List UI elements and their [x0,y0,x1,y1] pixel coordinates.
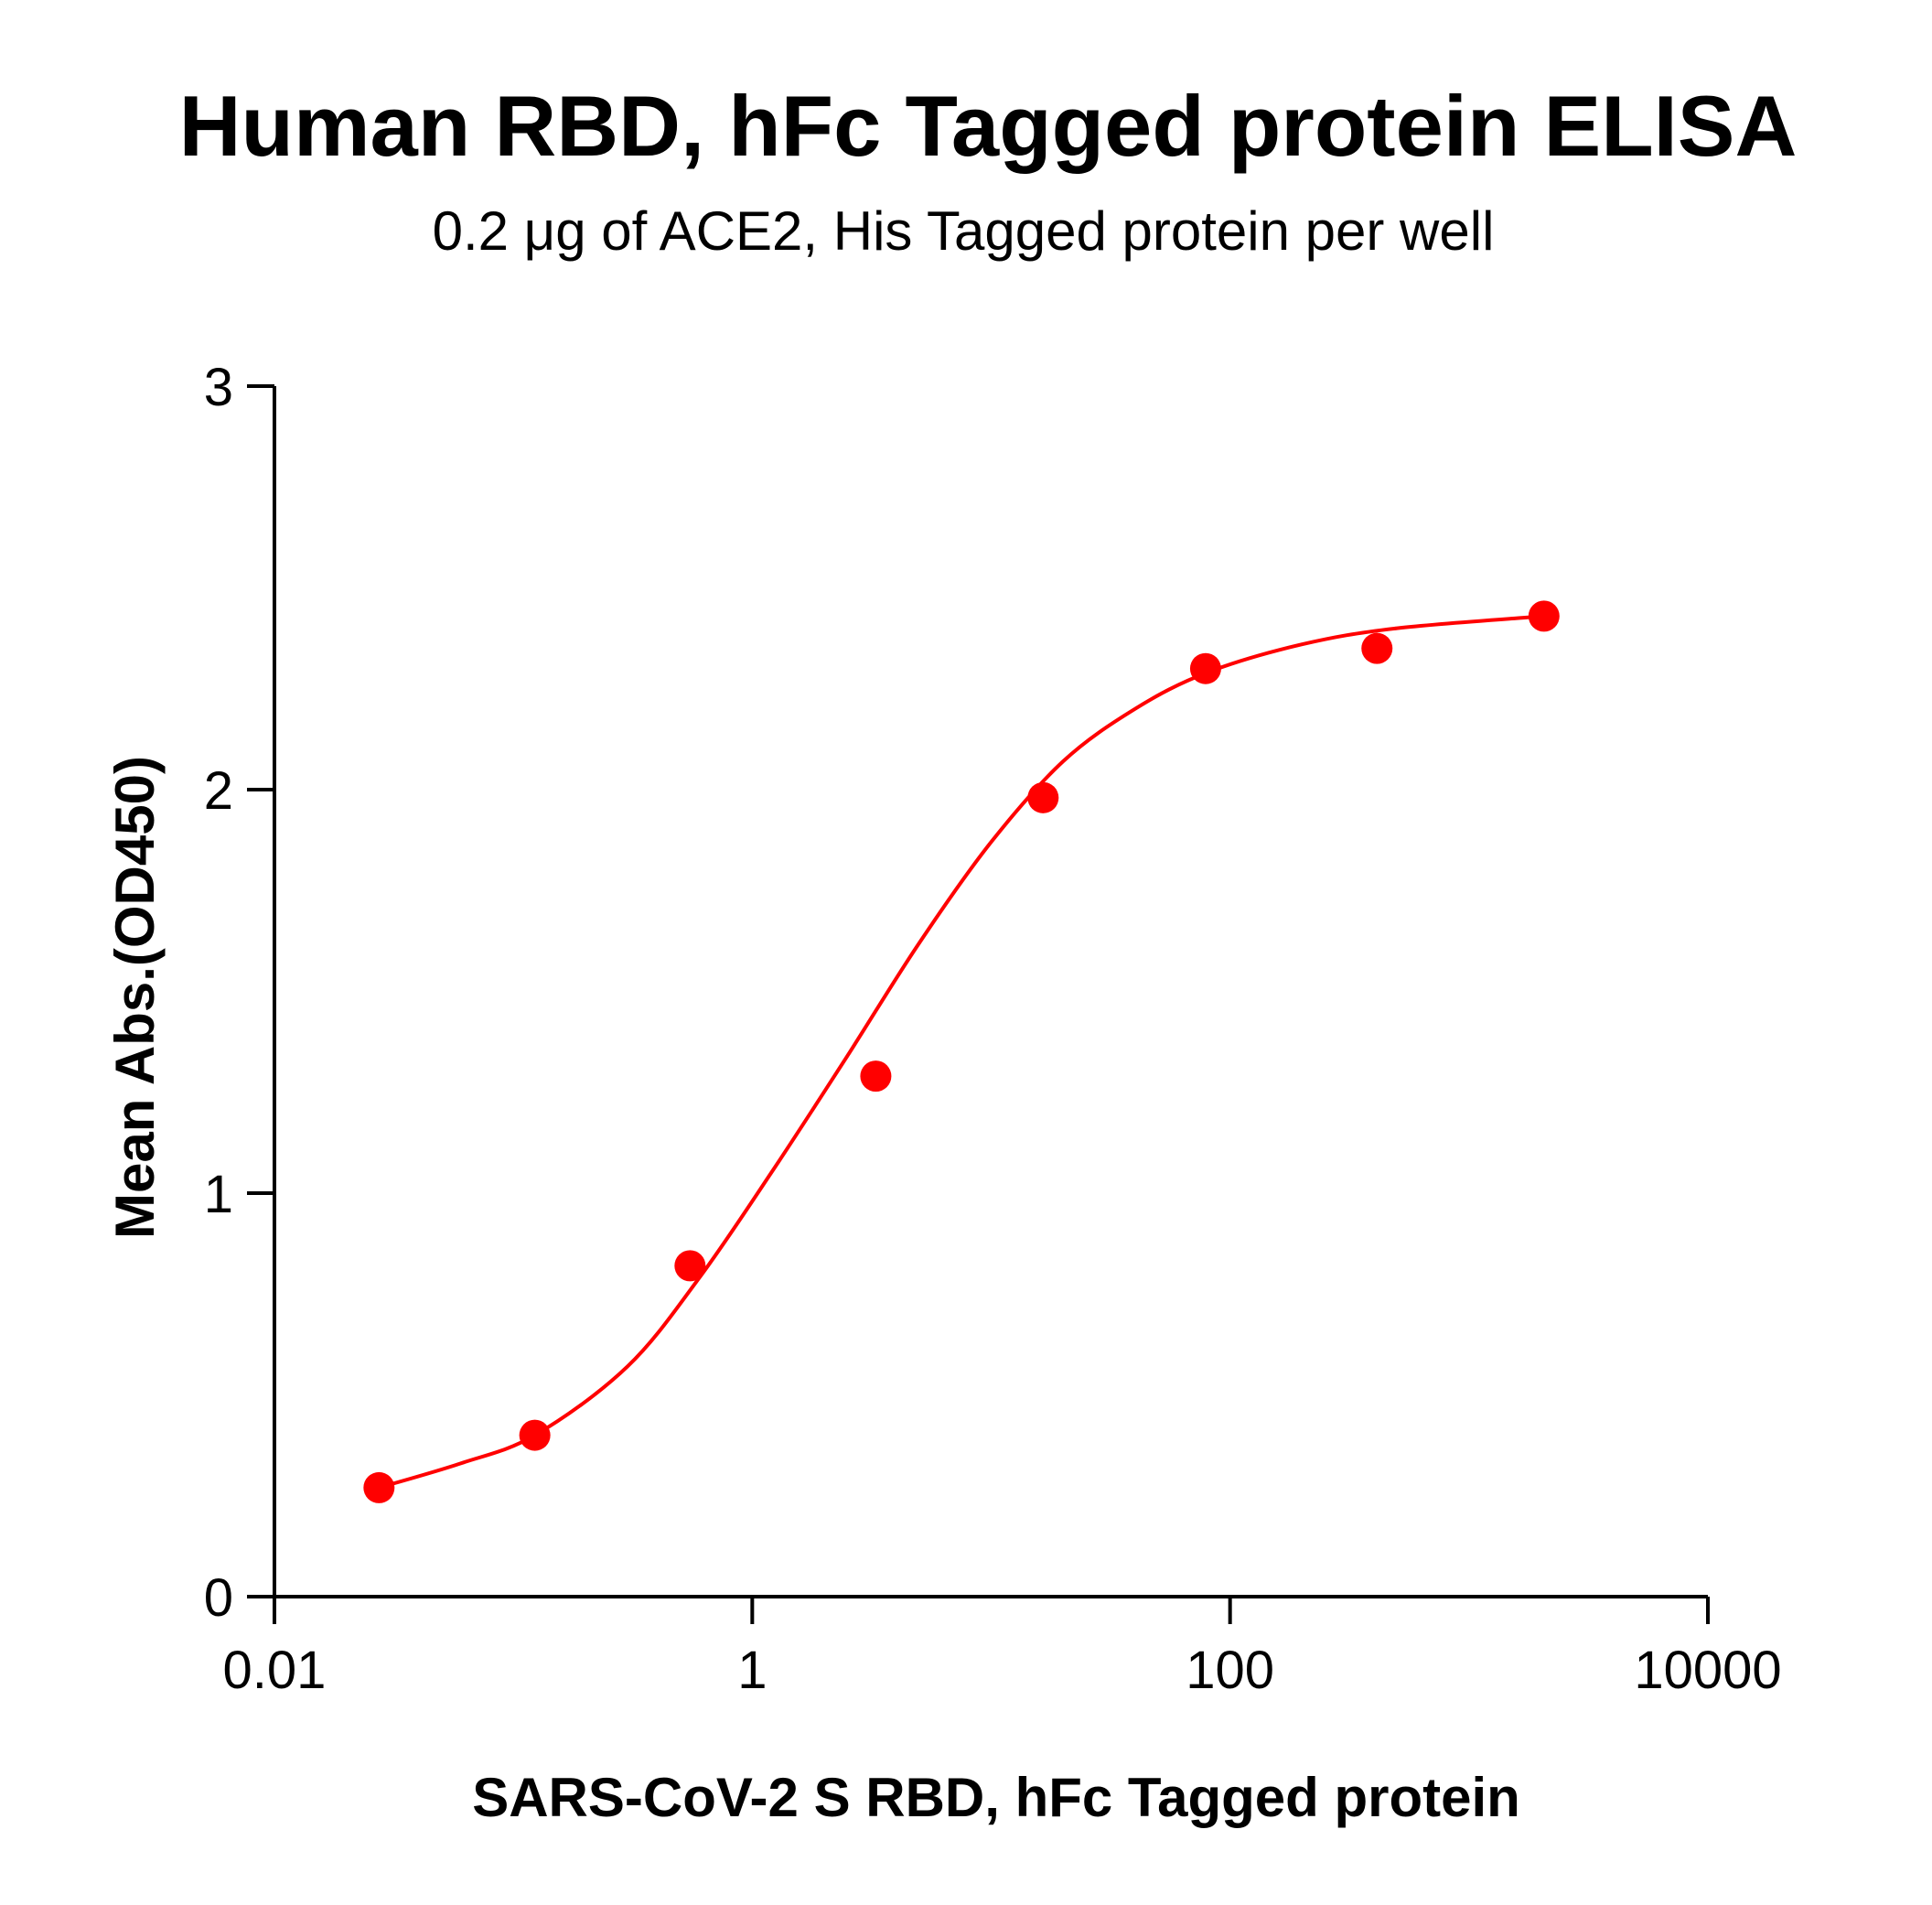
y-axis-label: Mean Abs.(OD450) [104,756,166,1239]
x-tick-label: 0.01 [223,1641,327,1700]
y-tick-label: 3 [204,358,233,417]
data-point [1528,600,1560,632]
y-tick-label: 2 [204,761,233,821]
data-point [860,1060,892,1092]
data-point [674,1250,706,1282]
x-axis-label: SARS-CoV-2 S RBD, hFc Tagged protein [472,1767,1520,1828]
chart-title: Human RBD, hFc Tagged protein ELISA [179,78,1798,174]
data-point [363,1471,395,1503]
ticks: 0 1 2 3 0.01 1 100 10000 [204,358,1782,1700]
x-tick-label: 1 [737,1641,767,1700]
fit-curve [378,614,1544,1490]
axes [273,386,1708,1598]
data-point [1027,781,1059,813]
data-points-layer [363,600,1560,1503]
data-point [1189,652,1221,684]
y-tick-label: 1 [204,1165,233,1224]
chart-subtitle: 0.2 μg of ACE2, His Tagged protein per w… [433,200,1495,262]
fit-curve-layer [378,614,1544,1490]
x-tick-label: 10000 [1634,1641,1781,1700]
data-point [1361,632,1393,664]
x-tick-label: 100 [1186,1641,1274,1700]
y-tick-label: 0 [204,1568,233,1628]
data-point [519,1419,551,1451]
